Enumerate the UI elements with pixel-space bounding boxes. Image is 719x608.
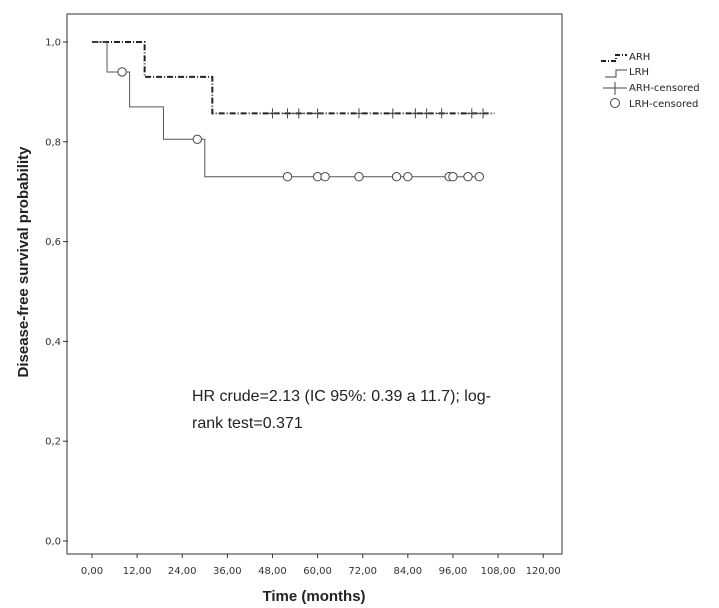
arh-censored-mark: [421, 108, 432, 119]
x-tick-label: 48,00: [258, 566, 287, 577]
legend-lrh-censored-symbol: [610, 98, 620, 108]
legend-lrh-censored-label: LRH-censored: [629, 99, 698, 110]
lrh-censored-mark: [320, 172, 330, 182]
plot-frame: [66, 13, 563, 555]
lrh-censored-mark: [403, 172, 413, 182]
y-tick-label: 0,8: [45, 137, 61, 148]
x-tick-label: 60,00: [303, 566, 332, 577]
x-tick-label: 84,00: [394, 566, 423, 577]
arh-censored-mark: [478, 108, 489, 119]
arh-censored-mark: [267, 108, 278, 119]
lrh-censored-mark: [463, 172, 473, 182]
y-tick-label: 0,6: [45, 237, 61, 248]
x-tick-label: 24,00: [168, 566, 197, 577]
lrh-censored-mark: [282, 172, 293, 182]
lrh-censored-mark: [391, 172, 402, 182]
arh-censored-mark: [353, 108, 364, 119]
y-tick-label: 0,4: [45, 337, 61, 348]
arh-censored-mark: [387, 108, 398, 119]
y-axis: 0,0 0,2 0,4 0,6 0,8 1,0: [45, 38, 68, 548]
x-tick-label: 108,00: [481, 566, 516, 577]
x-axis-title: Time (months): [262, 588, 365, 605]
y-axis-title: Disease-free survival probability: [15, 146, 32, 378]
legend-arh-label: ARH: [629, 52, 650, 63]
legend-arh-symbol: [601, 54, 627, 62]
x-tick-label: 120,00: [526, 566, 561, 577]
annotation-line-1: HR crude=2.13 (IC 95%: 0.39 a 11.7); log…: [192, 388, 491, 405]
legend-lrh-symbol: [605, 69, 627, 78]
arh-censored-mark: [466, 108, 477, 119]
legend-arh-censored-label: ARH-censored: [629, 83, 700, 94]
legend: ARH LRH ARH-censored LRH-censored: [601, 52, 700, 110]
x-tick-label: 96,00: [439, 566, 468, 577]
annotation-line-2: rank test=0.371: [192, 415, 303, 432]
arh-censored-mark: [282, 108, 293, 119]
y-tick-label: 0,0: [45, 537, 61, 548]
x-tick-label: 72,00: [348, 566, 377, 577]
arh-censored-mark: [436, 108, 447, 119]
legend-arh-censored-symbol: [603, 82, 627, 95]
lrh-censored-mark: [192, 134, 202, 145]
x-tick-label: 36,00: [213, 566, 242, 577]
arh-censored-mark: [410, 108, 421, 119]
lrh-censored-mark: [474, 172, 484, 182]
x-axis: 0,00 12,00 24,00 36,00 48,00 60,00 72,00 84,00 9…: [81, 554, 561, 577]
y-tick-label: 0,2: [45, 437, 61, 448]
lrh-censored-mark: [448, 172, 458, 182]
arh-censored-mark: [293, 108, 304, 119]
lrh-survival-line: [92, 41, 484, 178]
series-layer: [92, 41, 495, 182]
legend-lrh-label: LRH: [629, 67, 649, 78]
lrh-censored-mark: [117, 67, 127, 77]
x-tick-label: 12,00: [123, 566, 152, 577]
arh-survival-line: [92, 41, 495, 115]
lrh-censored-mark: [354, 172, 364, 182]
y-tick-label: 1,0: [45, 38, 61, 49]
x-tick-label: 0,00: [81, 566, 103, 577]
arh-censored-mark: [312, 108, 323, 119]
